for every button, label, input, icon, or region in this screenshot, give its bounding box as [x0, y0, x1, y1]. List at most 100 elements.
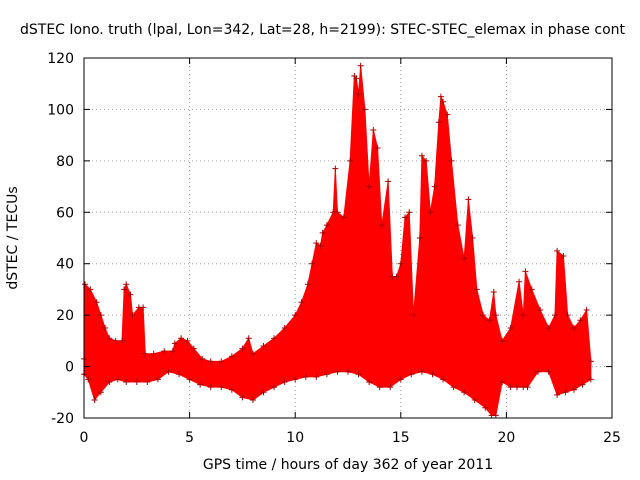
series-marker — [91, 397, 98, 403]
series-marker — [142, 350, 149, 357]
series-marker — [97, 389, 104, 396]
series-marker — [332, 165, 339, 172]
series-marker — [516, 278, 523, 285]
series-marker — [161, 348, 168, 355]
series-marker — [123, 281, 130, 288]
series-marker — [520, 312, 527, 319]
series-marker — [302, 373, 309, 380]
series-marker — [397, 260, 404, 267]
series-marker — [281, 325, 288, 331]
series-marker — [418, 152, 425, 159]
x-tick-label: 20 — [497, 430, 515, 446]
series-marker — [499, 379, 506, 385]
y-tick-label: 80 — [56, 154, 74, 170]
series-marker — [249, 350, 256, 357]
series-marker — [106, 379, 113, 385]
chart-title: dSTEC Iono. truth (lpal, Lon=342, Lat=28… — [20, 22, 626, 38]
series-marker — [85, 376, 92, 383]
series-marker — [554, 247, 561, 254]
series-marker — [410, 312, 417, 319]
series-marker — [239, 345, 246, 352]
series-marker — [416, 235, 423, 241]
series-marker — [144, 379, 151, 385]
series-marker — [423, 157, 430, 164]
series-marker — [319, 229, 326, 236]
series-marker — [560, 253, 567, 259]
series-marker — [304, 281, 311, 288]
series-marker — [450, 384, 457, 391]
y-tick-label: 20 — [56, 308, 74, 324]
series-marker — [528, 286, 535, 293]
y-axis-label: dSTEC / TECUs — [5, 186, 21, 289]
series-marker — [82, 281, 89, 288]
series-marker — [448, 157, 455, 164]
series-marker — [486, 317, 493, 324]
series-marker — [114, 376, 121, 383]
series-marker — [178, 335, 185, 342]
series-marker — [397, 376, 404, 383]
x-tick-label: 25 — [603, 430, 621, 446]
series-marker — [465, 196, 472, 203]
series-marker — [545, 368, 552, 375]
y-tick-label: 40 — [56, 257, 74, 273]
y-tick-label: 100 — [47, 102, 74, 118]
series-marker — [292, 376, 299, 383]
series-marker — [271, 384, 278, 391]
data-series — [81, 62, 594, 419]
series-marker — [184, 337, 191, 344]
series-marker — [281, 379, 288, 385]
series-marker — [357, 62, 364, 69]
x-tick-label: 10 — [286, 430, 304, 446]
series-marker — [461, 389, 468, 396]
series-marker — [583, 307, 590, 313]
series-marker — [97, 312, 104, 319]
series-marker — [355, 371, 362, 378]
series-marker — [260, 389, 267, 396]
series-marker — [387, 384, 394, 391]
series-marker — [564, 312, 571, 319]
series-marker — [492, 412, 499, 419]
series-marker — [87, 286, 94, 293]
series-marker — [121, 286, 128, 293]
series-marker — [309, 260, 316, 267]
series-marker — [298, 299, 305, 306]
series-marker — [334, 368, 341, 375]
series-marker — [218, 384, 225, 391]
series-marker — [429, 371, 436, 378]
series-marker — [165, 368, 172, 375]
series-marker — [537, 307, 544, 313]
series-marker — [119, 337, 126, 344]
series-marker — [102, 325, 109, 331]
series-marker — [93, 299, 100, 306]
y-tick-label: -20 — [51, 411, 74, 427]
series-marker — [408, 371, 415, 378]
series-marker — [535, 368, 542, 375]
series-marker — [140, 304, 147, 311]
series-marker — [361, 106, 368, 113]
series-marker — [106, 335, 113, 342]
series-marker — [239, 394, 246, 401]
series-marker — [507, 325, 514, 331]
series-marker — [507, 384, 514, 391]
series-marker — [473, 286, 480, 293]
series-marker — [169, 348, 176, 355]
series-marker — [133, 379, 140, 385]
series-marker — [171, 340, 178, 347]
series-marker — [334, 209, 341, 216]
series-marker — [461, 255, 468, 262]
series-marker — [323, 222, 330, 229]
series-marker — [513, 384, 520, 391]
series-marker — [123, 379, 130, 385]
x-tick-label: 0 — [80, 430, 89, 446]
series-marker — [292, 312, 299, 319]
series-marker — [378, 222, 385, 229]
series-marker — [366, 183, 373, 190]
series-marker — [376, 384, 383, 391]
series-marker — [577, 317, 584, 324]
series-marker — [492, 312, 499, 319]
series-marker — [418, 368, 425, 375]
x-axis-label: GPS time / hours of day 362 of year 2011 — [203, 457, 493, 473]
series-envelope — [83, 65, 592, 416]
series-marker — [313, 373, 320, 380]
series-marker — [440, 98, 447, 105]
